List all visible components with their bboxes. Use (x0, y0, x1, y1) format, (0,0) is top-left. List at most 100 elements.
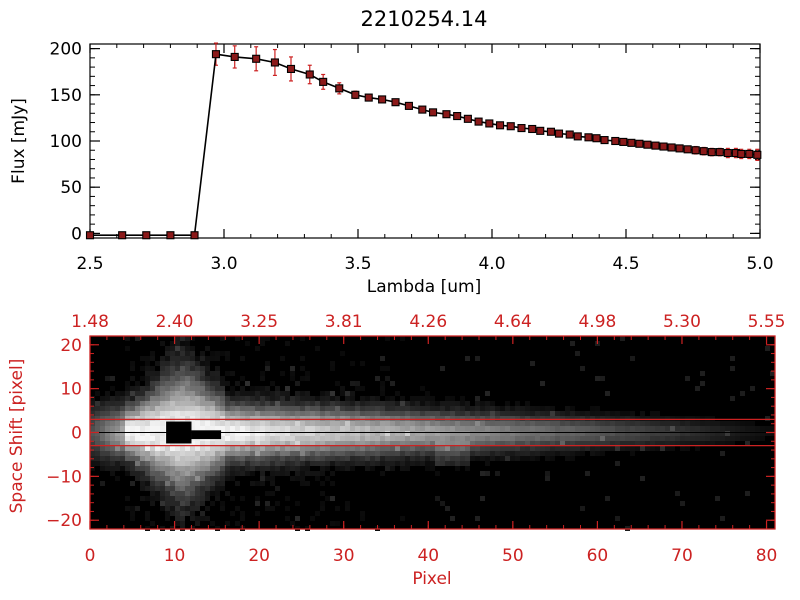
image-pixel (160, 451, 165, 456)
image-pixel (610, 416, 615, 421)
image-pixel (130, 386, 135, 391)
image-pixel (215, 396, 220, 401)
image-pixel (175, 521, 180, 526)
image-pixel (175, 466, 180, 471)
image-pixel (460, 406, 465, 411)
image-pixel (515, 416, 520, 421)
image-pixel (530, 451, 535, 456)
image-pixel (400, 461, 405, 466)
image-pixel (385, 456, 390, 461)
image-pixel (180, 336, 185, 341)
image-pixel (635, 426, 640, 431)
image-pixel (165, 451, 170, 456)
image-pixel (490, 421, 495, 426)
image-pixel (630, 451, 635, 456)
image-pixel (315, 411, 320, 416)
spectrum-data-point (675, 144, 684, 153)
image-pixel (585, 411, 590, 416)
image-pixel (185, 336, 190, 341)
image-pixel (405, 451, 410, 456)
image-pixel (485, 451, 490, 456)
spectrum-data-point (211, 50, 221, 59)
spectrum-errorbars (213, 42, 760, 161)
image-pixel (200, 381, 205, 386)
image-pixel (100, 441, 105, 446)
spectrum-data-point (517, 124, 526, 133)
image-pixel (465, 401, 470, 406)
image-pixel (145, 466, 150, 471)
image-pixel (420, 456, 425, 461)
image-pixel (680, 501, 685, 506)
image-pixel (425, 456, 430, 461)
image-pixel (165, 401, 170, 406)
image-pixel (500, 441, 505, 446)
image-pixel (445, 426, 450, 431)
image-pixel (750, 426, 755, 431)
image-pixel (175, 416, 180, 421)
image-pixel (185, 406, 190, 411)
image-pixel (115, 391, 120, 396)
image-pixel (360, 406, 365, 411)
image-pixel (720, 441, 725, 446)
image-pixel (380, 421, 385, 426)
image-pixel (585, 416, 590, 421)
image-pixel (225, 411, 230, 416)
image-pixel (595, 441, 600, 446)
image-pixel (200, 376, 205, 381)
image-pixel (365, 406, 370, 411)
image-pixel (90, 436, 95, 441)
image-pixel (230, 436, 235, 441)
image-pixel (90, 401, 95, 406)
image-pixel (140, 471, 145, 476)
image-pixel (215, 366, 220, 371)
image-pixel (220, 376, 225, 381)
image-pixel (190, 426, 195, 431)
image-pixel (425, 441, 430, 446)
image-pixel (260, 406, 265, 411)
image-pixel (380, 406, 385, 411)
image-pixel (355, 451, 360, 456)
saturated-region-tail (191, 430, 222, 440)
image-pixel (165, 376, 170, 381)
image-pixel (125, 381, 130, 386)
image-pixel (105, 391, 110, 396)
spectrum-data-point (463, 114, 472, 123)
image-pixel (285, 426, 290, 431)
image-pixel (225, 351, 230, 356)
image-pixel (295, 476, 300, 481)
image-pixel (275, 436, 280, 441)
image-pixel (215, 376, 220, 381)
image-pixel (230, 446, 235, 451)
image-y-tick-label: −20 (46, 511, 82, 531)
image-pixel (255, 511, 260, 516)
image-pixel (140, 451, 145, 456)
image-pixel (430, 466, 435, 471)
image-pixel (680, 431, 685, 436)
image-pixel (175, 386, 180, 391)
image-pixel (745, 436, 750, 441)
image-pixel (745, 421, 750, 426)
image-pixel (260, 396, 265, 401)
image-pixel (120, 426, 125, 431)
image-pixel (140, 476, 145, 481)
image-pixel (325, 461, 330, 466)
image-pixel (400, 401, 405, 406)
image-pixel (140, 416, 145, 421)
image-pixel (635, 416, 640, 421)
image-pixel (285, 416, 290, 421)
image-pixel (205, 381, 210, 386)
image-pixel (700, 381, 705, 386)
image-pixel (730, 441, 735, 446)
image-pixel (515, 446, 520, 451)
image-pixel (690, 421, 695, 426)
image-pixel (600, 416, 605, 421)
image-pixel (230, 396, 235, 401)
image-pixel (135, 416, 140, 421)
image-pixel (185, 461, 190, 466)
image-pixel (390, 451, 395, 456)
image-pixel (315, 456, 320, 461)
image-pixel (525, 416, 530, 421)
image-pixel (600, 441, 605, 446)
image-pixel (350, 456, 355, 461)
image-pixel (760, 431, 765, 436)
